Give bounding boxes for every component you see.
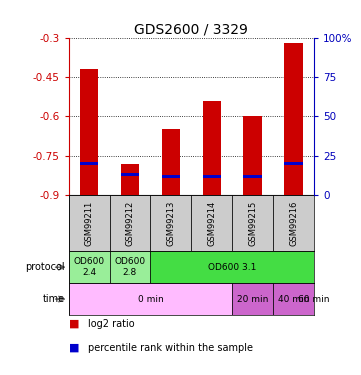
Bar (69, 195, 109, 251)
Bar (121, 164, 139, 195)
Bar (273, 283, 314, 315)
Bar (203, 175, 221, 177)
Text: log2 ratio: log2 ratio (88, 319, 135, 329)
Bar (232, 195, 273, 251)
Bar (273, 195, 314, 251)
Bar (243, 116, 262, 195)
Title: GDS2600 / 3329: GDS2600 / 3329 (134, 22, 248, 36)
Bar (243, 175, 262, 177)
Bar (191, 195, 232, 251)
Text: ■: ■ (69, 319, 79, 329)
Bar (151, 195, 191, 251)
Bar (203, 100, 221, 195)
Text: 60 min: 60 min (298, 295, 330, 304)
Bar (162, 175, 180, 177)
Text: GSM99211: GSM99211 (84, 201, 93, 246)
Text: OD600 3.1: OD600 3.1 (208, 262, 256, 272)
Text: protocol: protocol (25, 262, 65, 272)
Bar (121, 173, 139, 176)
Bar (69, 283, 232, 315)
Text: 0 min: 0 min (138, 295, 163, 304)
Bar (69, 251, 109, 283)
Text: GSM99212: GSM99212 (126, 201, 134, 246)
Bar (232, 283, 273, 315)
Text: OD600
2.8: OD600 2.8 (114, 258, 145, 277)
Bar (109, 251, 151, 283)
Text: GSM99216: GSM99216 (289, 200, 298, 246)
Text: 20 min: 20 min (237, 295, 268, 304)
Text: ■: ■ (69, 343, 79, 353)
Text: GSM99215: GSM99215 (248, 201, 257, 246)
Bar (109, 195, 151, 251)
Text: GSM99213: GSM99213 (166, 200, 175, 246)
Bar (162, 129, 180, 195)
Text: time: time (43, 294, 65, 304)
Bar (80, 162, 98, 165)
Text: OD600
2.4: OD600 2.4 (74, 258, 105, 277)
Bar (284, 162, 303, 165)
Text: percentile rank within the sample: percentile rank within the sample (88, 343, 253, 353)
Bar (151, 251, 314, 283)
Text: GSM99214: GSM99214 (207, 201, 216, 246)
Bar (80, 69, 98, 195)
Text: 40 min: 40 min (278, 295, 309, 304)
Bar (284, 43, 303, 195)
